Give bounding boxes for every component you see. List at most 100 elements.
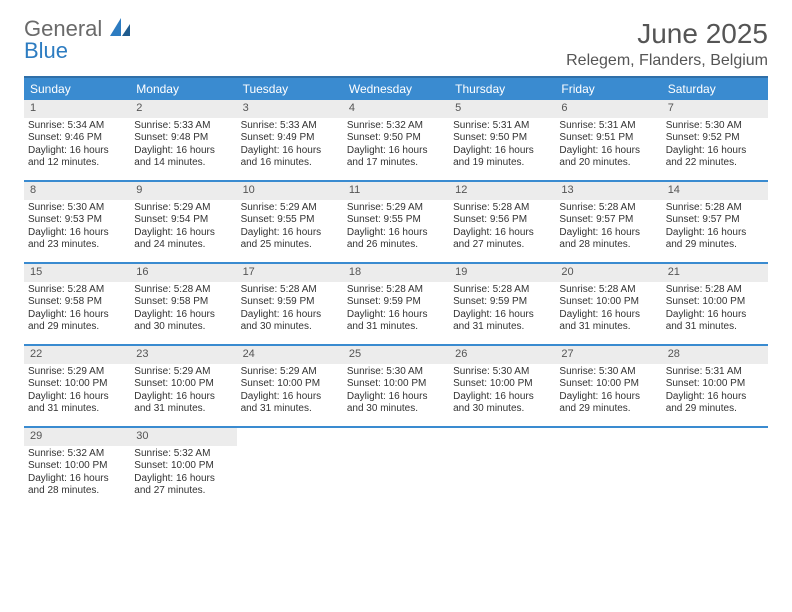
sunrise-line: Sunrise: 5:29 AM <box>28 366 126 379</box>
daylight-line: Daylight: 16 hours and 22 minutes. <box>666 145 764 170</box>
calendar-day-cell: 9Sunrise: 5:29 AMSunset: 9:54 PMDaylight… <box>130 182 236 262</box>
day-number: 24 <box>237 346 343 364</box>
logo-text: General Blue <box>24 18 130 62</box>
sunset-line: Sunset: 10:00 PM <box>28 378 126 391</box>
day-number: 30 <box>130 428 236 446</box>
sunrise-line: Sunrise: 5:34 AM <box>28 120 126 133</box>
day-number: 16 <box>130 264 236 282</box>
day-number: 8 <box>24 182 130 200</box>
sunrise-line: Sunrise: 5:31 AM <box>559 120 657 133</box>
sunrise-line: Sunrise: 5:33 AM <box>241 120 339 133</box>
day-header: Thursday <box>449 78 555 100</box>
calendar-day-cell: 21Sunrise: 5:28 AMSunset: 10:00 PMDaylig… <box>662 264 768 344</box>
calendar-day-cell: 1Sunrise: 5:34 AMSunset: 9:46 PMDaylight… <box>24 100 130 180</box>
sunset-line: Sunset: 9:48 PM <box>134 132 232 145</box>
calendar-day-cell: 23Sunrise: 5:29 AMSunset: 10:00 PMDaylig… <box>130 346 236 426</box>
calendar-day-cell: 4Sunrise: 5:32 AMSunset: 9:50 PMDaylight… <box>343 100 449 180</box>
calendar-day-cell: 16Sunrise: 5:28 AMSunset: 9:58 PMDayligh… <box>130 264 236 344</box>
calendar-day-cell: 6 Sunrise: 5:31 AMSunset: 9:51 PMDaylight… <box>555 100 661 180</box>
header-bar: General Blue June 2025 Relegem, Flanders… <box>24 18 768 70</box>
sunrise-line: Sunrise: 5:28 AM <box>347 284 445 297</box>
daylight-line: Daylight: 16 hours and 23 minutes. <box>28 227 126 252</box>
day-number: 3 <box>237 100 343 118</box>
day-header: Monday <box>130 78 236 100</box>
sunset-line: Sunset: 9:52 PM <box>666 132 764 145</box>
daylight-line: Daylight: 16 hours and 12 minutes. <box>28 145 126 170</box>
logo-word-blue: Blue <box>24 38 68 63</box>
calendar-day-cell: 19Sunrise: 5:28 AMSunset: 9:59 PMDayligh… <box>449 264 555 344</box>
daylight-line: Daylight: 16 hours and 31 minutes. <box>28 391 126 416</box>
calendar-week-row: 15Sunrise: 5:28 AMSunset: 9:58 PMDayligh… <box>24 264 768 346</box>
day-number: 9 <box>130 182 236 200</box>
day-number: 18 <box>343 264 449 282</box>
sunset-line: Sunset: 9:55 PM <box>241 214 339 227</box>
sunset-line: Sunset: 10:00 PM <box>134 460 232 473</box>
sunset-line: Sunset: 9:51 PM <box>559 132 657 145</box>
day-number: 29 <box>24 428 130 446</box>
calendar-day-cell: 5Sunrise: 5:31 AMSunset: 9:50 PMDaylight… <box>449 100 555 180</box>
daylight-line: Daylight: 16 hours and 28 minutes. <box>28 473 126 498</box>
calendar-day-cell: 11Sunrise: 5:29 AMSunset: 9:55 PMDayligh… <box>343 182 449 262</box>
calendar-day-cell: 29Sunrise: 5:32 AMSunset: 10:00 PMDaylig… <box>24 428 130 508</box>
calendar-day-cell: 25Sunrise: 5:30 AMSunset: 10:00 PMDaylig… <box>343 346 449 426</box>
daylight-line: Daylight: 16 hours and 29 minutes. <box>666 227 764 252</box>
sunrise-line: Sunrise: 5:30 AM <box>453 366 551 379</box>
day-number: 10 <box>237 182 343 200</box>
sunset-line: Sunset: 9:53 PM <box>28 214 126 227</box>
day-number: 21 <box>662 264 768 282</box>
calendar-day-cell: 26Sunrise: 5:30 AMSunset: 10:00 PMDaylig… <box>449 346 555 426</box>
sunset-line: Sunset: 9:58 PM <box>134 296 232 309</box>
day-number: 19 <box>449 264 555 282</box>
sunrise-line: Sunrise: 5:29 AM <box>347 202 445 215</box>
sunset-line: Sunset: 10:00 PM <box>666 378 764 391</box>
day-number: 4 <box>343 100 449 118</box>
day-number: 14 <box>662 182 768 200</box>
daylight-line: Daylight: 16 hours and 28 minutes. <box>559 227 657 252</box>
calendar-day-cell: 7Sunrise: 5:30 AMSunset: 9:52 PMDaylight… <box>662 100 768 180</box>
daylight-line: Daylight: 16 hours and 25 minutes. <box>241 227 339 252</box>
calendar-day-cell <box>343 428 449 508</box>
sunset-line: Sunset: 10:00 PM <box>666 296 764 309</box>
sunrise-line: Sunrise: 5:29 AM <box>134 366 232 379</box>
daylight-line: Daylight: 16 hours and 27 minutes. <box>453 227 551 252</box>
daylight-line: Daylight: 16 hours and 30 minutes. <box>347 391 445 416</box>
daylight-line: Daylight: 16 hours and 29 minutes. <box>559 391 657 416</box>
calendar-day-cell <box>449 428 555 508</box>
daylight-line: Daylight: 16 hours and 31 minutes. <box>666 309 764 334</box>
calendar-day-cell <box>237 428 343 508</box>
calendar-day-cell: 18Sunrise: 5:28 AMSunset: 9:59 PMDayligh… <box>343 264 449 344</box>
daylight-line: Daylight: 16 hours and 14 minutes. <box>134 145 232 170</box>
calendar-header-row: SundayMondayTuesdayWednesdayThursdayFrid… <box>24 76 768 100</box>
sunset-line: Sunset: 10:00 PM <box>559 378 657 391</box>
brand-logo: General Blue <box>24 18 130 62</box>
sunrise-line: Sunrise: 5:28 AM <box>453 284 551 297</box>
page-title: June 2025 <box>566 18 768 50</box>
sunset-line: Sunset: 9:54 PM <box>134 214 232 227</box>
calendar-week-row: 1Sunrise: 5:34 AMSunset: 9:46 PMDaylight… <box>24 100 768 182</box>
calendar-day-cell <box>555 428 661 508</box>
sunset-line: Sunset: 10:00 PM <box>559 296 657 309</box>
day-number: 26 <box>449 346 555 364</box>
sunset-line: Sunset: 10:00 PM <box>347 378 445 391</box>
calendar-week-row: 8Sunrise: 5:30 AMSunset: 9:53 PMDaylight… <box>24 182 768 264</box>
sunset-line: Sunset: 9:50 PM <box>347 132 445 145</box>
day-number: 11 <box>343 182 449 200</box>
calendar-day-cell <box>662 428 768 508</box>
sunrise-line: Sunrise: 5:30 AM <box>666 120 764 133</box>
daylight-line: Daylight: 16 hours and 30 minutes. <box>453 391 551 416</box>
calendar-page: General Blue June 2025 Relegem, Flanders… <box>0 0 792 518</box>
sunrise-line: Sunrise: 5:28 AM <box>559 202 657 215</box>
day-number: 6 <box>555 100 661 118</box>
sail-icon <box>110 18 130 40</box>
daylight-line: Daylight: 16 hours and 27 minutes. <box>134 473 232 498</box>
calendar-week-row: 29Sunrise: 5:32 AMSunset: 10:00 PMDaylig… <box>24 428 768 508</box>
day-number: 23 <box>130 346 236 364</box>
daylight-line: Daylight: 16 hours and 19 minutes. <box>453 145 551 170</box>
day-number: 1 <box>24 100 130 118</box>
daylight-line: Daylight: 16 hours and 16 minutes. <box>241 145 339 170</box>
daylight-line: Daylight: 16 hours and 20 minutes. <box>559 145 657 170</box>
day-number: 5 <box>449 100 555 118</box>
sunset-line: Sunset: 9:57 PM <box>559 214 657 227</box>
sunrise-line: Sunrise: 5:28 AM <box>241 284 339 297</box>
sunset-line: Sunset: 10:00 PM <box>241 378 339 391</box>
